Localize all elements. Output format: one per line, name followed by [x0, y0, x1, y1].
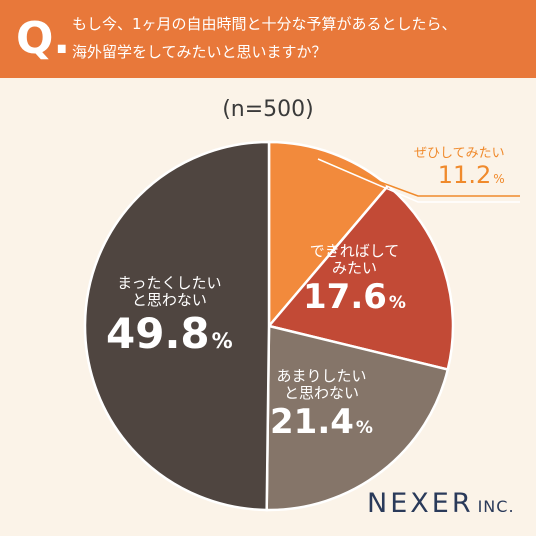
slice-name-4b: と思わない: [131, 291, 207, 310]
slice-name-2b: みたい: [331, 259, 377, 278]
slice-value-1: 11.2%: [437, 160, 505, 189]
slice-name-1: ぜひしてみたい: [414, 146, 505, 161]
question-header: Q. もし今、1ヶ月の自由時間と十分な予算があるとしたら、 海外留学をしてみたい…: [0, 0, 536, 78]
slice-value-2: 17.6%: [303, 276, 406, 317]
slice-name-4a: まったくしたい: [117, 274, 222, 292]
pie-slice-1: [267, 140, 390, 330]
question-text-line-1: もし今、1ヶ月の自由時間と十分な予算があるとしたら、: [72, 15, 457, 33]
slice-name-3b: と思わない: [283, 384, 359, 403]
question-badge: Q.: [16, 13, 71, 64]
pie-slice-2: [266, 183, 455, 372]
leader-line: [317, 158, 520, 197]
question-text-line-2: 海外留学をしてみたいと思いますか？: [72, 43, 327, 61]
nexer-logo: NEXER INC.: [367, 488, 515, 519]
slice-label-2: できればして みたい 17.6%: [303, 242, 406, 317]
slice-value-4: 49.8%: [106, 308, 233, 358]
pie-slice-3: [265, 324, 450, 512]
pie-slice-4: [83, 140, 271, 512]
leader-line-inner: [317, 158, 520, 203]
slice-name-3a: あまりしたい: [276, 367, 367, 385]
logo-main: NEXER: [367, 488, 474, 519]
slice-label-4: まったくしたい と思わない 49.8%: [106, 274, 233, 358]
slice-label-1: ぜひしてみたい 11.2%: [414, 146, 505, 190]
sample-size-label: (n=500): [222, 97, 314, 122]
slice-value-3: 21.4%: [270, 401, 373, 442]
slice-label-3: あまりしたい と思わない 21.4%: [270, 367, 373, 442]
slice-name-2a: できればして: [309, 242, 400, 260]
logo-suffix: INC.: [477, 497, 515, 516]
